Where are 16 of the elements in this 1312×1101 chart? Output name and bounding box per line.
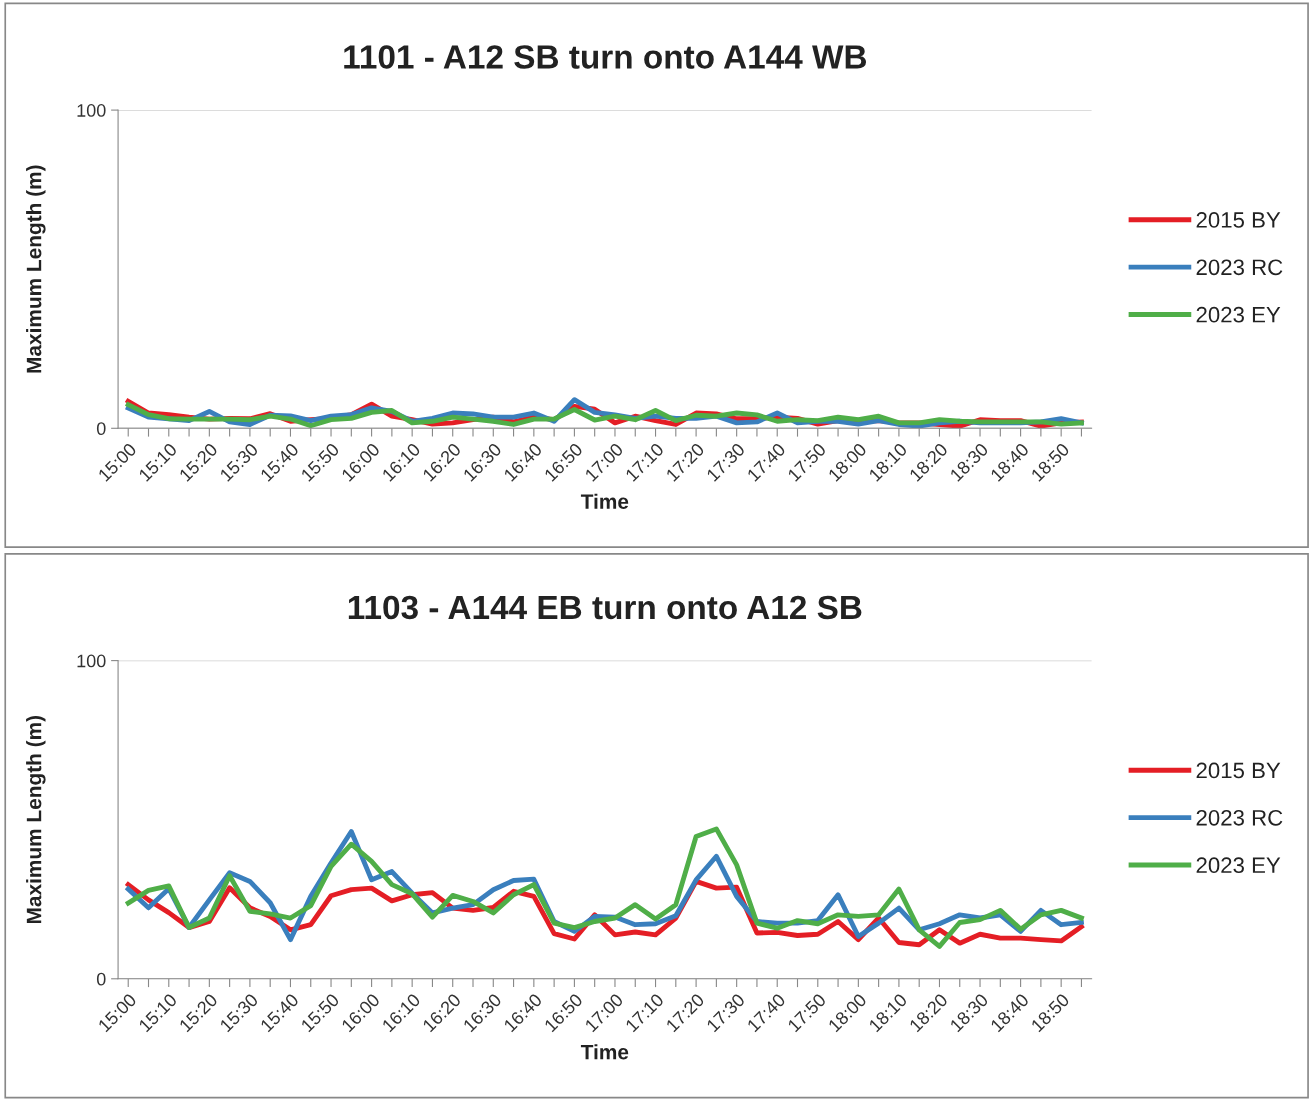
x-axis-title: Time xyxy=(580,493,629,509)
legend-label: 2023 EY xyxy=(1196,306,1281,323)
chart-title: 1103 - A144 EB turn onto A12 SB xyxy=(348,595,862,620)
y-axis-title: Maximum Length (m) xyxy=(26,165,46,373)
y-tick-label: 0 xyxy=(96,972,106,986)
legend-label: 2023 EY xyxy=(1196,857,1281,874)
chart-title: 1101 - A12 SB turn onto A144 WB xyxy=(344,45,867,69)
y-tick-label: 0 xyxy=(96,422,106,436)
y-tick-label: 100 xyxy=(77,654,106,668)
legend-label: 2015 BY xyxy=(1196,212,1281,228)
y-axis-title: Maximum Length (m) xyxy=(26,715,46,924)
legend-label: 2023 RC xyxy=(1196,809,1283,826)
x-axis-title: Time xyxy=(580,1044,629,1060)
legend-label: 2015 BY xyxy=(1196,762,1281,779)
y-tick-label: 100 xyxy=(77,104,106,117)
legend-label: 2023 RC xyxy=(1196,259,1283,276)
